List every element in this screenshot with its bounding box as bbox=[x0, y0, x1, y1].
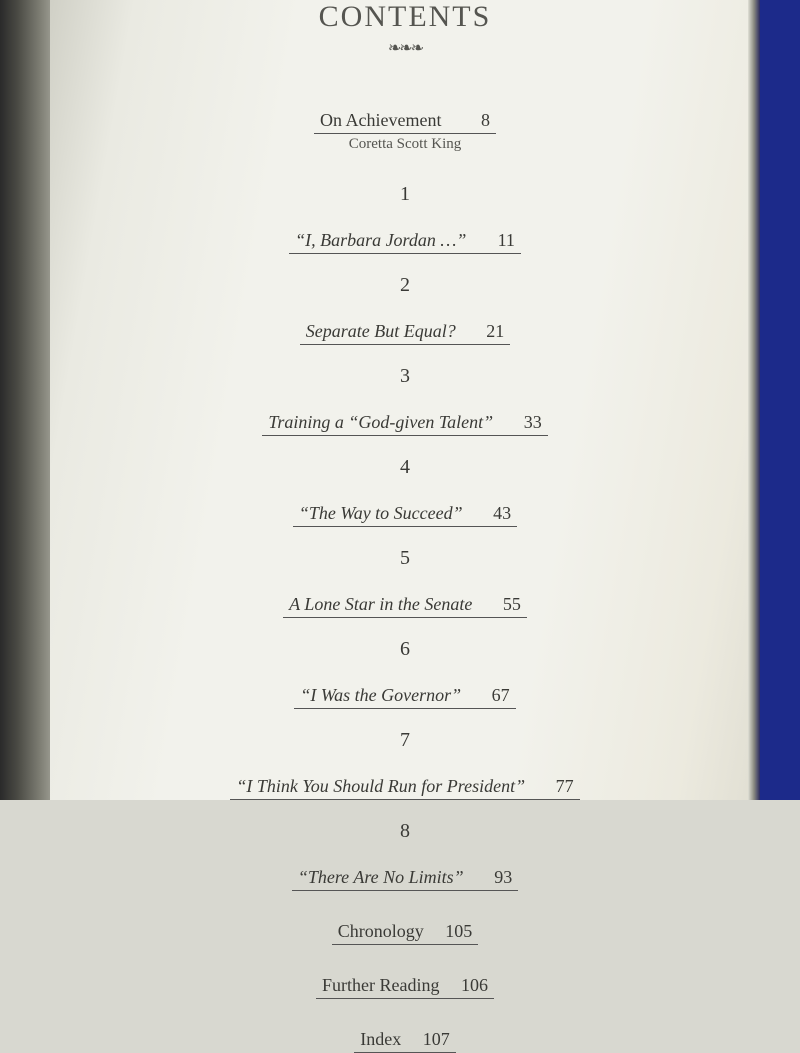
chapter-page: 67 bbox=[480, 685, 510, 706]
chapter-title: “I Think You Should Run for President” bbox=[236, 776, 525, 796]
chapter-number: 3 bbox=[50, 365, 760, 388]
foreword-author: Coretta Scott King bbox=[50, 136, 760, 153]
backmatter-title: Chronology bbox=[338, 921, 424, 941]
chapter-entry: “I Think You Should Run for President” 7… bbox=[230, 776, 579, 800]
chapter-page: 11 bbox=[485, 230, 515, 251]
backmatter-entry: Chronology 105 bbox=[332, 921, 479, 945]
chapter-title: Training a “God-given Talent” bbox=[268, 412, 493, 432]
chapter-number: 2 bbox=[50, 274, 760, 297]
chapter-entry: “The Way to Succeed” 43 bbox=[293, 503, 517, 527]
book-spine bbox=[760, 0, 800, 800]
chapter-title: “I, Barbara Jordan …” bbox=[295, 230, 466, 250]
chapter-number: 4 bbox=[50, 456, 760, 479]
foreword-entry: On Achievement 8 bbox=[314, 110, 496, 134]
backmatter-title: Index bbox=[360, 1029, 401, 1049]
chapter-entry: “I Was the Governor” 67 bbox=[294, 685, 515, 709]
book-page: CONTENTS ❧❧❧ On Achievement 8 Coretta Sc… bbox=[50, 0, 760, 800]
chapter-title: “There Are No Limits” bbox=[298, 867, 464, 887]
chapter-page: 33 bbox=[512, 412, 542, 433]
chapter-page: 21 bbox=[474, 321, 504, 342]
foreword-page: 8 bbox=[460, 110, 490, 131]
foreword-title: On Achievement bbox=[320, 110, 441, 130]
backmatter-title: Further Reading bbox=[322, 975, 439, 995]
backmatter-page: 107 bbox=[420, 1029, 450, 1050]
contents-heading: CONTENTS bbox=[50, 0, 760, 34]
contents-block: CONTENTS ❧❧❧ On Achievement 8 Coretta Sc… bbox=[50, 0, 760, 1053]
ornament-icon: ❧❧❧ bbox=[50, 38, 760, 58]
chapter-entry: “I, Barbara Jordan …” 11 bbox=[289, 230, 521, 254]
chapter-entry: “There Are No Limits” 93 bbox=[292, 867, 518, 891]
chapter-number: 8 bbox=[50, 820, 760, 843]
chapter-entry: A Lone Star in the Senate 55 bbox=[283, 594, 527, 618]
chapter-title: A Lone Star in the Senate bbox=[289, 594, 472, 614]
chapter-title: Separate But Equal? bbox=[306, 321, 456, 341]
backmatter-entry: Further Reading 106 bbox=[316, 975, 494, 999]
page-edge bbox=[748, 0, 760, 800]
chapter-page: 77 bbox=[544, 776, 574, 797]
backmatter-page: 105 bbox=[442, 921, 472, 942]
chapter-entry: Separate But Equal? 21 bbox=[300, 321, 510, 345]
chapter-number: 1 bbox=[50, 183, 760, 206]
backmatter-entry: Index 107 bbox=[354, 1029, 455, 1053]
chapter-title: “I Was the Governor” bbox=[300, 685, 461, 705]
chapter-number: 5 bbox=[50, 547, 760, 570]
chapter-title: “The Way to Succeed” bbox=[299, 503, 463, 523]
chapter-page: 43 bbox=[481, 503, 511, 524]
chapter-entry: Training a “God-given Talent” 33 bbox=[262, 412, 547, 436]
chapter-page: 55 bbox=[491, 594, 521, 615]
chapter-page: 93 bbox=[482, 867, 512, 888]
backmatter-page: 106 bbox=[458, 975, 488, 996]
chapter-number: 7 bbox=[50, 729, 760, 752]
chapter-number: 6 bbox=[50, 638, 760, 661]
